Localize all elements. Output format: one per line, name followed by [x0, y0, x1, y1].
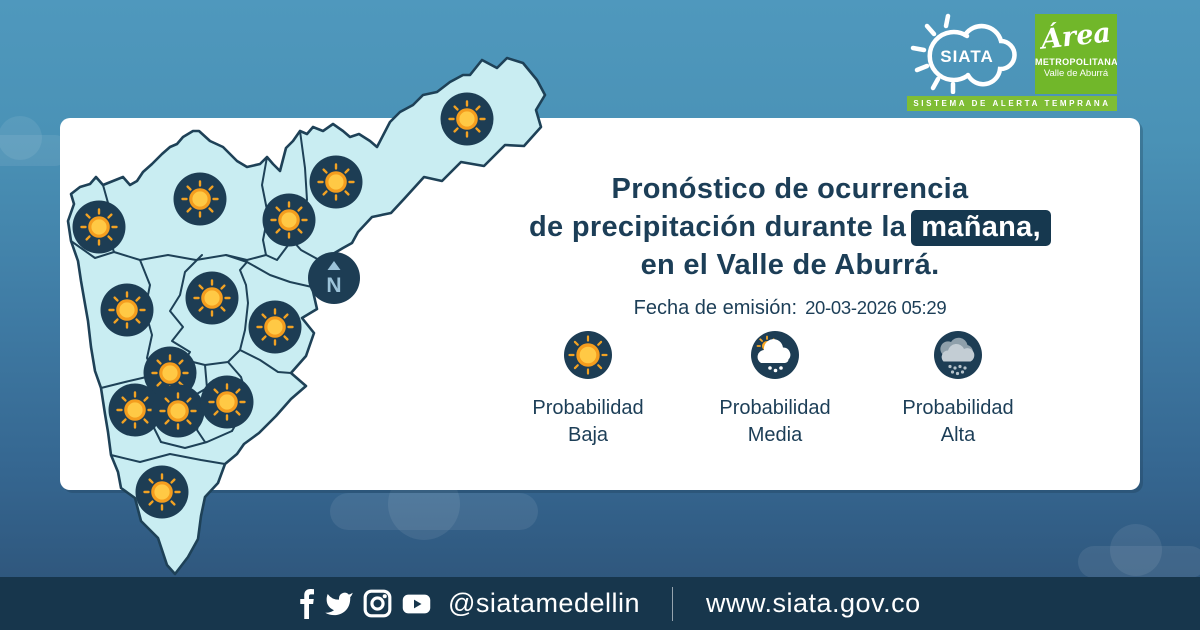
- header-logos: SIATA Área METROPOLITANA Valle de Aburrá…: [905, 8, 1117, 112]
- area-metropolitana-logo: Área METROPOLITANA Valle de Aburrá: [1035, 14, 1117, 94]
- siata-tagline: SISTEMA DE ALERTA TEMPRANA: [907, 96, 1117, 111]
- legend-label: Probabilidad: [532, 397, 644, 419]
- legend-prob-alta: Probabilidad Alta: [858, 329, 1058, 449]
- website-url[interactable]: www.siata.gov.co: [706, 588, 921, 618]
- background-cloud: [0, 114, 70, 166]
- sun-cloud-rain-icon: [751, 331, 799, 379]
- footer-bar: @siatamedellin www.siata.gov.co: [0, 577, 1200, 630]
- legend-prob-media: Probabilidad Media: [675, 329, 875, 449]
- legend-label: Probabilidad: [902, 397, 1014, 419]
- compass-letter: N: [326, 274, 341, 297]
- siata-logo: SIATA: [910, 13, 1017, 94]
- footer-divider: [672, 586, 673, 621]
- forecast-marker-baja: [307, 153, 365, 211]
- forecast-marker-baja: [438, 90, 496, 148]
- legend-label: Probabilidad: [719, 397, 831, 419]
- forecast-marker-baja: [70, 198, 128, 256]
- forecast-marker-baja: [133, 463, 191, 521]
- legend-level: Alta: [940, 424, 976, 446]
- background-cloud: [1078, 524, 1200, 578]
- siata-logo-text: SIATA: [940, 47, 993, 66]
- twitter-icon[interactable]: [324, 589, 354, 619]
- forecast-marker-baja: [260, 191, 318, 249]
- forecast-marker-baja: [171, 170, 229, 228]
- compass-icon: N: [308, 252, 360, 304]
- forecast-marker-baja: [183, 269, 241, 327]
- area-logo-line2: Valle de Aburrá: [1043, 68, 1109, 79]
- instagram-icon[interactable]: [363, 589, 392, 618]
- title-line2: de precipitación durante la: [529, 211, 907, 243]
- legend-level: Baja: [567, 424, 609, 446]
- title-block: Pronóstico de ocurrencia de precipitació…: [450, 170, 1130, 320]
- area-logo-script: Área: [1039, 17, 1113, 56]
- sun-icon: [564, 331, 612, 379]
- forecast-marker-baja: [149, 382, 207, 440]
- social-handle[interactable]: @siatamedellin: [448, 588, 640, 618]
- emission-label: Fecha de emisión:: [633, 297, 798, 319]
- forecast-marker-baja: [246, 298, 304, 356]
- legend-level: Media: [747, 424, 803, 446]
- legend-prob-baja: Probabilidad Baja: [488, 329, 688, 449]
- area-logo-line1: METROPOLITANA: [1035, 57, 1117, 67]
- rain-cloud-icon: [934, 331, 982, 379]
- forecast-marker-baja: [98, 281, 156, 339]
- social-icons: [298, 588, 432, 619]
- title-line1: Pronóstico de ocurrencia: [611, 173, 969, 205]
- title-highlight: mañana,: [911, 210, 1051, 246]
- forecast-marker-baja: [198, 373, 256, 431]
- youtube-icon[interactable]: [401, 589, 432, 619]
- title-line3: en el Valle de Aburrá.: [640, 249, 940, 281]
- aburra-map: N: [66, 56, 547, 576]
- facebook-icon[interactable]: [298, 588, 315, 619]
- emission-line: Fecha de emisión: 20-03-2026 05:29: [450, 297, 1130, 320]
- emission-datetime: 20-03-2026 05:29: [805, 297, 947, 318]
